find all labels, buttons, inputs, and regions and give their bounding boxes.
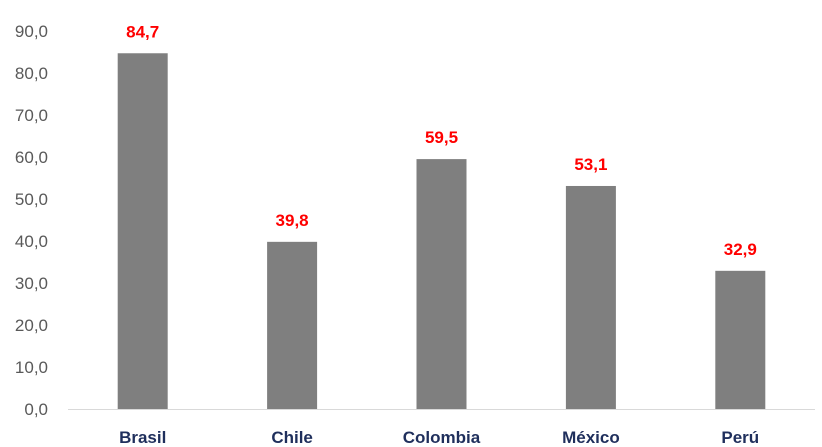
x-category-label: Colombia — [403, 428, 481, 447]
y-tick-label: 90,0 — [15, 22, 48, 41]
data-label: 59,5 — [425, 128, 458, 147]
data-labels: 84,7 39,8 59,5 53,1 32,9 — [126, 22, 757, 259]
y-tick-label: 60,0 — [15, 148, 48, 167]
bars — [117, 53, 766, 409]
y-tick-label: 40,0 — [15, 232, 48, 251]
y-tick-label: 20,0 — [15, 316, 48, 335]
y-tick-label: 10,0 — [15, 358, 48, 377]
data-label: 39,8 — [276, 211, 309, 230]
data-label: 32,9 — [724, 240, 757, 259]
bar-brasil — [117, 53, 168, 409]
data-label: 53,1 — [574, 155, 607, 174]
x-category-label: Chile — [271, 428, 313, 447]
y-tick-label: 0,0 — [24, 400, 48, 419]
bar-chile — [267, 241, 318, 409]
x-category-label: Brasil — [119, 428, 166, 447]
bar-colombia — [416, 159, 467, 409]
bar-perú — [715, 270, 766, 409]
y-tick-label: 30,0 — [15, 274, 48, 293]
x-category-label: México — [562, 428, 620, 447]
y-tick-label: 70,0 — [15, 106, 48, 125]
x-axis: Brasil Chile Colombia México Perú — [68, 409, 815, 447]
data-label: 84,7 — [126, 22, 159, 41]
y-tick-label: 50,0 — [15, 190, 48, 209]
x-category-label: Perú — [721, 428, 759, 447]
bar-méxico — [565, 185, 616, 409]
y-tick-label: 80,0 — [15, 64, 48, 83]
y-axis: 0,0 10,0 20,0 30,0 40,0 50,0 60,0 70,0 80,0 90,0 — [15, 22, 48, 419]
